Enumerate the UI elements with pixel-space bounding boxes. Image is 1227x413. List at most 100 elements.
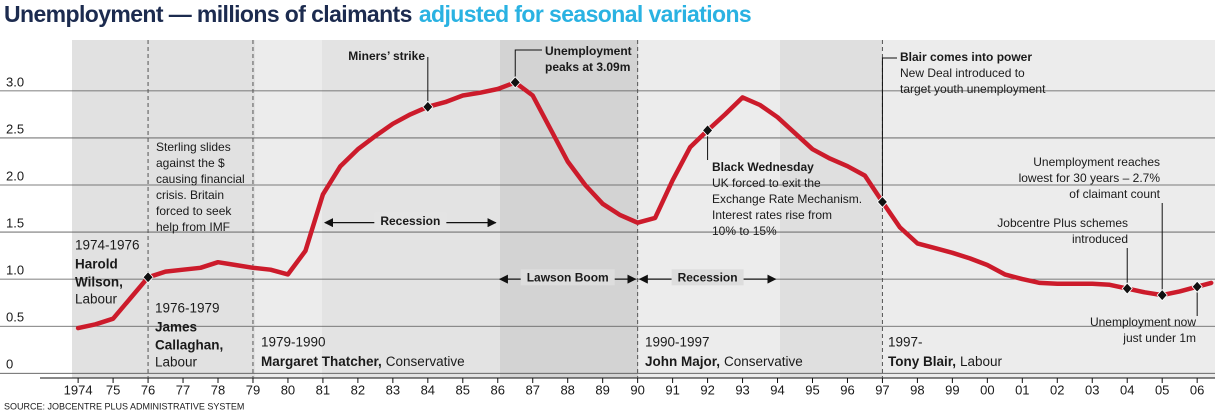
x-tick-label: 1974 <box>64 382 93 397</box>
annotation-text: Jobcentre Plus schemes <box>997 216 1128 230</box>
x-tick-label: 95 <box>805 382 819 397</box>
government-name: Margaret Thatcher, <box>261 354 382 369</box>
government-party: Conservative <box>386 354 465 369</box>
x-tick-label: 91 <box>665 382 679 397</box>
event-marker <box>142 271 154 284</box>
annotation-text: Interest rates rise from <box>712 208 832 222</box>
x-tick-label: 04 <box>1120 382 1134 397</box>
y-tick-label: 0 <box>6 357 13 372</box>
range-label-bg <box>671 269 744 286</box>
band <box>882 40 1215 378</box>
x-tick-label: 84 <box>421 382 435 397</box>
x-tick-label: 05 <box>1155 382 1169 397</box>
event-marker <box>702 124 714 137</box>
annotation-text: lowest for 30 years – 2.7% <box>1019 171 1161 185</box>
annotation-title: Black Wednesday <box>712 160 814 174</box>
government-name: Harold <box>75 257 118 272</box>
annotation-text: just under 1m <box>1122 331 1196 345</box>
y-tick-label: 1.5 <box>6 216 24 231</box>
annotation-text: against the $ <box>156 156 225 170</box>
title: Unemployment — millions of claimants <box>4 1 412 27</box>
event-marker <box>509 76 521 89</box>
band <box>500 40 638 378</box>
government-name: Wilson, <box>75 275 123 290</box>
x-tick-label: 75 <box>106 382 120 397</box>
x-tick-label: 01 <box>1015 382 1029 397</box>
government-period: 1997- <box>888 335 923 350</box>
x-tick-label: 87 <box>525 382 539 397</box>
government-period: 1976-1979 <box>155 301 220 316</box>
x-tick-label: 98 <box>910 382 924 397</box>
x-tick-label: 97 <box>875 382 889 397</box>
annotation-text: forced to seek <box>156 204 232 218</box>
annotation-leader <box>881 57 897 202</box>
government-name: James <box>155 320 197 335</box>
government-name: Tony Blair, <box>888 354 956 369</box>
annotation-text: Unemployment now <box>1090 315 1196 329</box>
annotation-text: help from IMF <box>156 220 230 234</box>
y-tick-label: 2.0 <box>6 168 24 183</box>
event-marker <box>876 195 888 209</box>
y-tick-label: 0.5 <box>6 310 24 325</box>
annotation-title: peaks at 3.09m <box>545 60 630 74</box>
range-label: Recession <box>380 214 440 228</box>
government-party: Conservative <box>724 354 803 369</box>
government-label: John Major, Conservative <box>645 354 803 369</box>
x-tick-label: 88 <box>560 382 574 397</box>
x-tick-label: 89 <box>595 382 609 397</box>
government-label: Margaret Thatcher, Conservative <box>261 354 465 369</box>
government-name: John Major, <box>645 354 720 369</box>
x-tick-label: 93 <box>735 382 749 397</box>
x-tick-label: 00 <box>980 382 994 397</box>
government-party: Labour <box>155 355 198 370</box>
annotation-text: target youth unemployment <box>900 82 1046 96</box>
y-tick-label: 3.0 <box>6 74 24 89</box>
event-marker <box>1191 280 1203 293</box>
x-tick-label: 85 <box>456 382 470 397</box>
government-party: Labour <box>75 292 118 307</box>
x-tick-label: 02 <box>1050 382 1064 397</box>
range-label: Lawson Boom <box>527 270 609 284</box>
x-tick-label: 86 <box>491 382 505 397</box>
range-label-bg <box>374 212 447 229</box>
x-tick-label: 78 <box>211 382 225 397</box>
government-label: Tony Blair, Labour <box>888 354 1003 369</box>
band <box>255 40 322 378</box>
x-tick-label: 79 <box>246 382 260 397</box>
event-marker <box>1121 282 1133 295</box>
y-tick-label: 2.5 <box>6 121 24 136</box>
x-tick-label: 83 <box>386 382 400 397</box>
x-tick-label: 81 <box>316 382 330 397</box>
annotation-leader <box>514 49 542 83</box>
annotation-title: Blair comes into power <box>900 50 1032 64</box>
subtitle: adjusted for seasonal variations <box>419 1 751 27</box>
x-tick-label: 90 <box>630 382 644 397</box>
x-tick-label: 96 <box>840 382 854 397</box>
x-tick-label: 94 <box>770 382 784 397</box>
government-period: 1990-1997 <box>645 335 710 350</box>
annotation-text: causing financial <box>156 172 245 186</box>
government-period: 1979-1990 <box>261 335 326 350</box>
band <box>780 40 882 378</box>
annotation-text: introduced <box>1072 232 1128 246</box>
y-tick-label: 1.0 <box>6 263 24 278</box>
government-name: Callaghan, <box>155 338 223 353</box>
annotation-text: Sterling slides <box>156 140 231 154</box>
annotation-text: of claimant count <box>1069 187 1160 201</box>
annotation-title: Unemployment <box>545 44 632 58</box>
range-label-bg <box>520 269 615 286</box>
x-tick-label: 06 <box>1190 382 1204 397</box>
source: SOURCE: JOBCENTRE PLUS ADMINISTRATIVE SY… <box>4 401 244 411</box>
chart-title: Unemployment — millions of claimants adju… <box>4 1 751 27</box>
annotation-title: Miners’ strike <box>348 49 425 63</box>
x-tick-label: 77 <box>176 382 190 397</box>
event-marker <box>1156 289 1168 302</box>
annotation-text: UK forced to exit the <box>712 176 821 190</box>
annotation-text: 10% to 15% <box>712 224 777 238</box>
unemployment-line <box>75 80 1214 331</box>
x-tick-label: 76 <box>141 382 155 397</box>
x-tick-label: 82 <box>351 382 365 397</box>
range-label: Recession <box>678 270 738 284</box>
